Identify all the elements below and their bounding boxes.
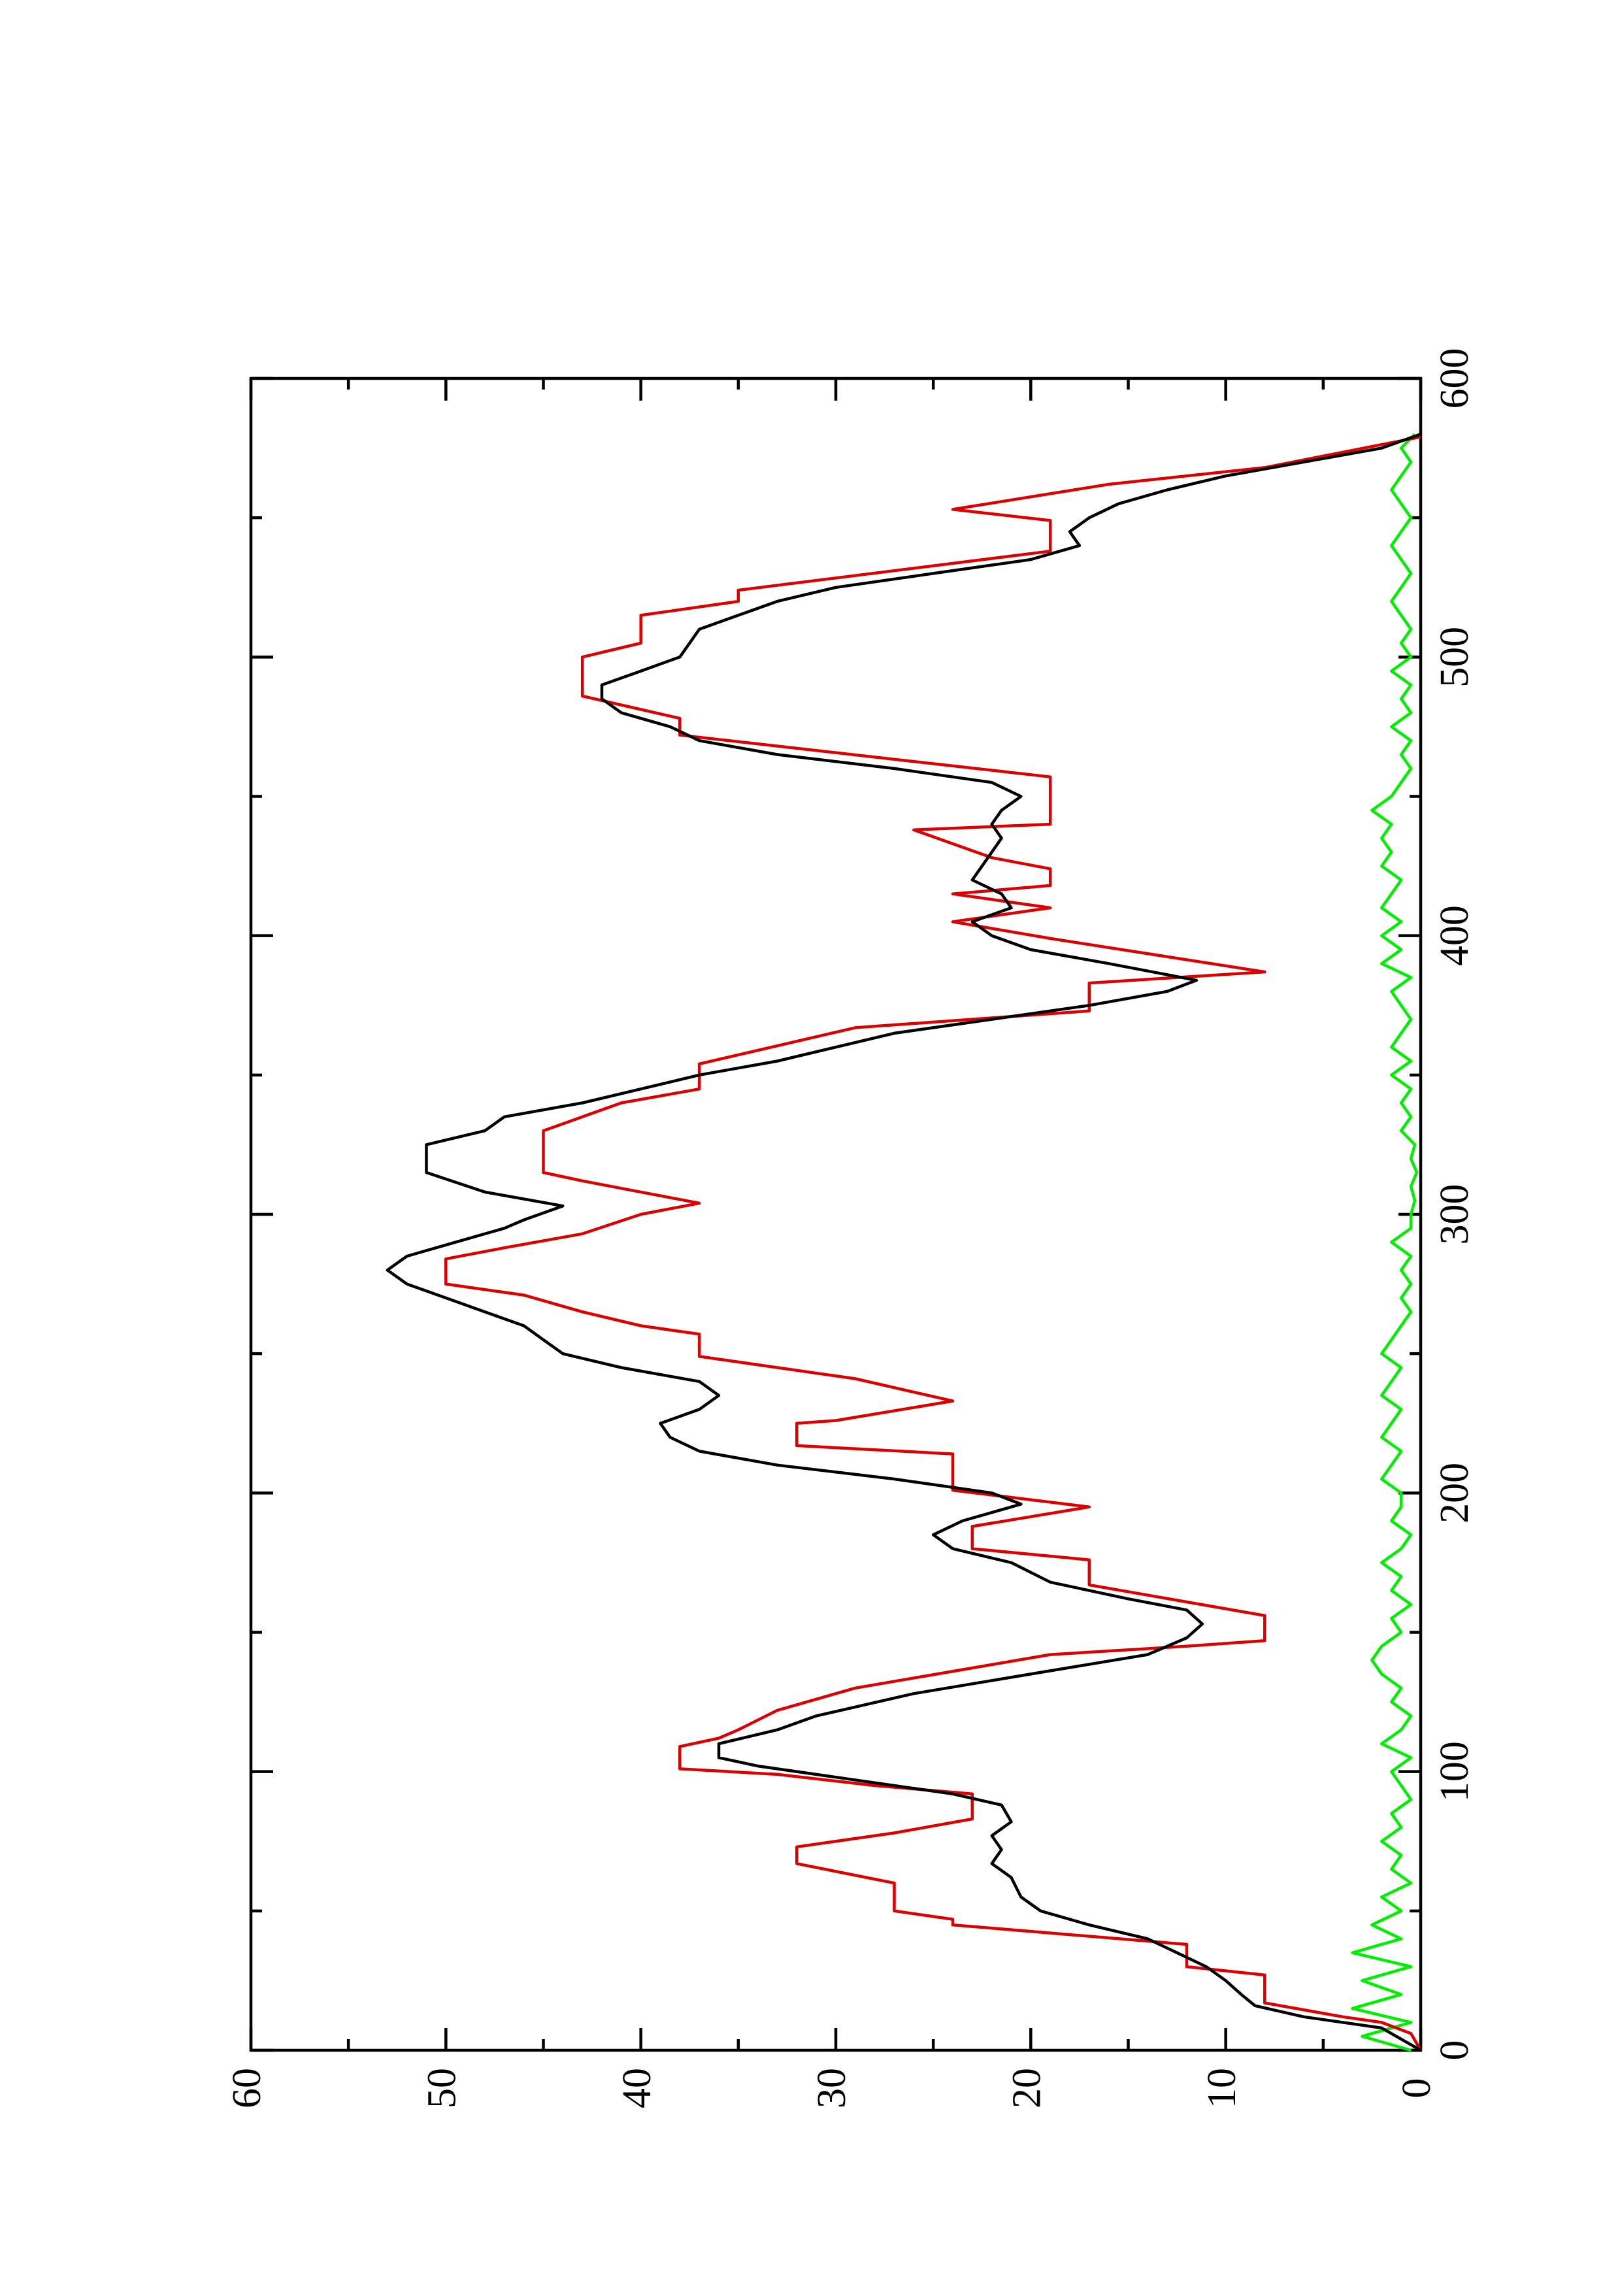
y-tick-label: 60 — [225, 2068, 269, 2108]
y-tick-label: 50 — [420, 2068, 465, 2108]
x-tick-label: 500 — [1432, 627, 1477, 688]
y-tick-label: 0 — [1395, 2078, 1439, 2099]
x-tick-label: 600 — [1432, 348, 1477, 409]
x-tick-label: 0 — [1432, 2040, 1477, 2061]
x-tick-label: 200 — [1432, 1463, 1477, 1523]
data-line — [1351, 433, 1419, 2052]
data-line — [444, 435, 1422, 2052]
y-tick-label: 10 — [1200, 2068, 1244, 2108]
data-line — [386, 433, 1422, 2052]
x-tick-label: 100 — [1432, 1741, 1477, 1802]
x-tick-label: 300 — [1432, 1184, 1477, 1245]
x-tick-label: 400 — [1432, 905, 1477, 966]
y-tick-label: 20 — [1005, 2068, 1050, 2108]
y-tick-label: 40 — [615, 2068, 659, 2108]
y-tick-label: 30 — [810, 2068, 854, 2108]
plot-frame — [249, 376, 1423, 2052]
